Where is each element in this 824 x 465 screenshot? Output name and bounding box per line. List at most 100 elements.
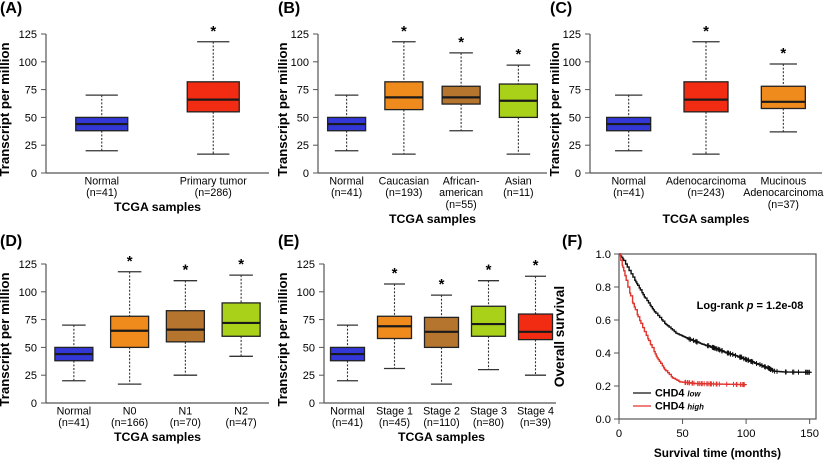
svg-text:*: * [127, 253, 133, 270]
svg-text:*: * [210, 23, 216, 40]
svg-text:N0: N0 [123, 406, 137, 418]
svg-text:Stage 2: Stage 2 [423, 406, 460, 418]
svg-text:TCGA samples: TCGA samples [389, 212, 476, 226]
svg-text:75: 75 [25, 315, 37, 327]
svg-text:Transcript per million: Transcript per million [278, 272, 290, 406]
svg-text:*: * [401, 23, 407, 40]
svg-text:0: 0 [575, 168, 581, 180]
svg-text:50: 50 [25, 342, 37, 354]
svg-text:0: 0 [31, 168, 37, 180]
svg-text:100: 100 [297, 287, 315, 299]
svg-text:Caucasian: Caucasian [379, 176, 430, 188]
svg-text:*: * [458, 34, 464, 51]
svg-text:75: 75 [303, 315, 315, 327]
svg-text:*: * [392, 265, 398, 282]
svg-text:100: 100 [19, 287, 37, 299]
svg-text:75: 75 [25, 85, 37, 97]
svg-text:125: 125 [563, 29, 581, 41]
svg-text:100: 100 [19, 57, 37, 69]
svg-text:N2: N2 [234, 406, 248, 418]
svg-text:100: 100 [291, 57, 309, 69]
svg-text:Normal: Normal [330, 406, 364, 418]
svg-text:Transcript per million: Transcript per million [550, 42, 562, 176]
svg-text:*: * [182, 262, 188, 279]
svg-text:(n=39): (n=39) [520, 417, 551, 429]
svg-text:Normal: Normal [85, 176, 119, 188]
svg-text:0: 0 [309, 398, 315, 410]
svg-text:25: 25 [25, 140, 37, 152]
svg-text:Log-rank p = 1.2e-08: Log-rank p = 1.2e-08 [697, 300, 804, 312]
svg-text:75: 75 [297, 85, 309, 97]
svg-text:Overall survival: Overall survival [552, 286, 567, 387]
svg-text:0: 0 [616, 428, 622, 440]
svg-text:(n=166): (n=166) [111, 417, 148, 429]
svg-text:50: 50 [297, 112, 309, 124]
svg-text:50: 50 [303, 342, 315, 354]
svg-text:TCGA samples: TCGA samples [398, 430, 485, 444]
svg-text:0: 0 [31, 398, 37, 410]
svg-text:0: 0 [303, 168, 309, 180]
svg-text:African-: African- [443, 176, 480, 188]
svg-text:*: * [439, 276, 445, 293]
svg-text:(n=41): (n=41) [332, 417, 363, 429]
svg-text:Transcript per million: Transcript per million [278, 42, 290, 176]
svg-text:Transcript per million: Transcript per million [0, 42, 12, 176]
svg-text:Primary tumor: Primary tumor [180, 176, 248, 188]
svg-text:TCGA samples: TCGA samples [114, 430, 201, 444]
svg-text:Normal: Normal [329, 176, 363, 188]
svg-text:0.2: 0.2 [595, 381, 611, 393]
svg-text:50: 50 [25, 112, 37, 124]
svg-text:Stage 3: Stage 3 [470, 406, 507, 418]
svg-text:100: 100 [737, 428, 756, 440]
svg-text:*: * [533, 257, 539, 274]
svg-text:Normal: Normal [611, 176, 645, 188]
svg-text:(n=41): (n=41) [58, 417, 89, 429]
svg-text:american: american [439, 187, 483, 199]
svg-text:CHD4 high: CHD4 high [655, 401, 704, 413]
svg-text:(n=37): (n=37) [768, 199, 799, 211]
svg-text:Mucinous: Mucinous [760, 176, 806, 188]
svg-text:(n=80): (n=80) [473, 417, 504, 429]
svg-text:Stage 4: Stage 4 [517, 406, 554, 418]
svg-text:25: 25 [303, 370, 315, 382]
svg-text:Adenocarcinoma: Adenocarcinoma [666, 176, 746, 188]
svg-text:*: * [515, 46, 521, 63]
svg-text:Transcript per million: Transcript per million [0, 272, 12, 406]
svg-text:75: 75 [569, 85, 581, 97]
svg-text:(n=11): (n=11) [503, 187, 533, 199]
svg-text:(n=286): (n=286) [195, 187, 232, 199]
svg-text:Survival time (months): Survival time (months) [654, 446, 781, 460]
svg-text:125: 125 [291, 29, 309, 41]
svg-text:Adenocarcinoma: Adenocarcinoma [743, 187, 823, 199]
svg-text:(n=193): (n=193) [385, 187, 422, 199]
svg-text:CHD4 low: CHD4 low [655, 388, 701, 400]
svg-text:(n=70): (n=70) [170, 417, 201, 429]
svg-text:Normal: Normal [57, 406, 91, 418]
svg-text:150: 150 [800, 428, 819, 440]
svg-text:(n=45): (n=45) [379, 417, 410, 429]
svg-text:125: 125 [19, 29, 37, 41]
svg-text:(n=41): (n=41) [331, 187, 362, 199]
svg-text:0.4: 0.4 [595, 348, 611, 360]
svg-text:*: * [703, 23, 709, 40]
svg-text:(n=110): (n=110) [423, 417, 459, 429]
svg-text:125: 125 [19, 259, 37, 271]
svg-text:(n=41): (n=41) [613, 187, 644, 199]
svg-text:Stage 1: Stage 1 [376, 406, 413, 418]
svg-text:125: 125 [297, 259, 315, 271]
svg-text:(n=41): (n=41) [86, 187, 117, 199]
svg-text:0.6: 0.6 [595, 315, 611, 327]
svg-text:100: 100 [563, 57, 581, 69]
svg-text:0.0: 0.0 [595, 414, 611, 426]
svg-text:N1: N1 [179, 406, 193, 418]
svg-text:1.0: 1.0 [595, 249, 611, 261]
svg-text:0.8: 0.8 [595, 282, 611, 294]
svg-text:TCGA samples: TCGA samples [114, 200, 201, 214]
svg-text:TCGA samples: TCGA samples [662, 212, 749, 226]
svg-text:25: 25 [569, 140, 581, 152]
svg-text:*: * [780, 45, 786, 62]
svg-text:(n=55): (n=55) [446, 199, 477, 211]
svg-text:25: 25 [25, 370, 37, 382]
svg-text:50: 50 [569, 112, 581, 124]
svg-text:50: 50 [676, 428, 688, 440]
